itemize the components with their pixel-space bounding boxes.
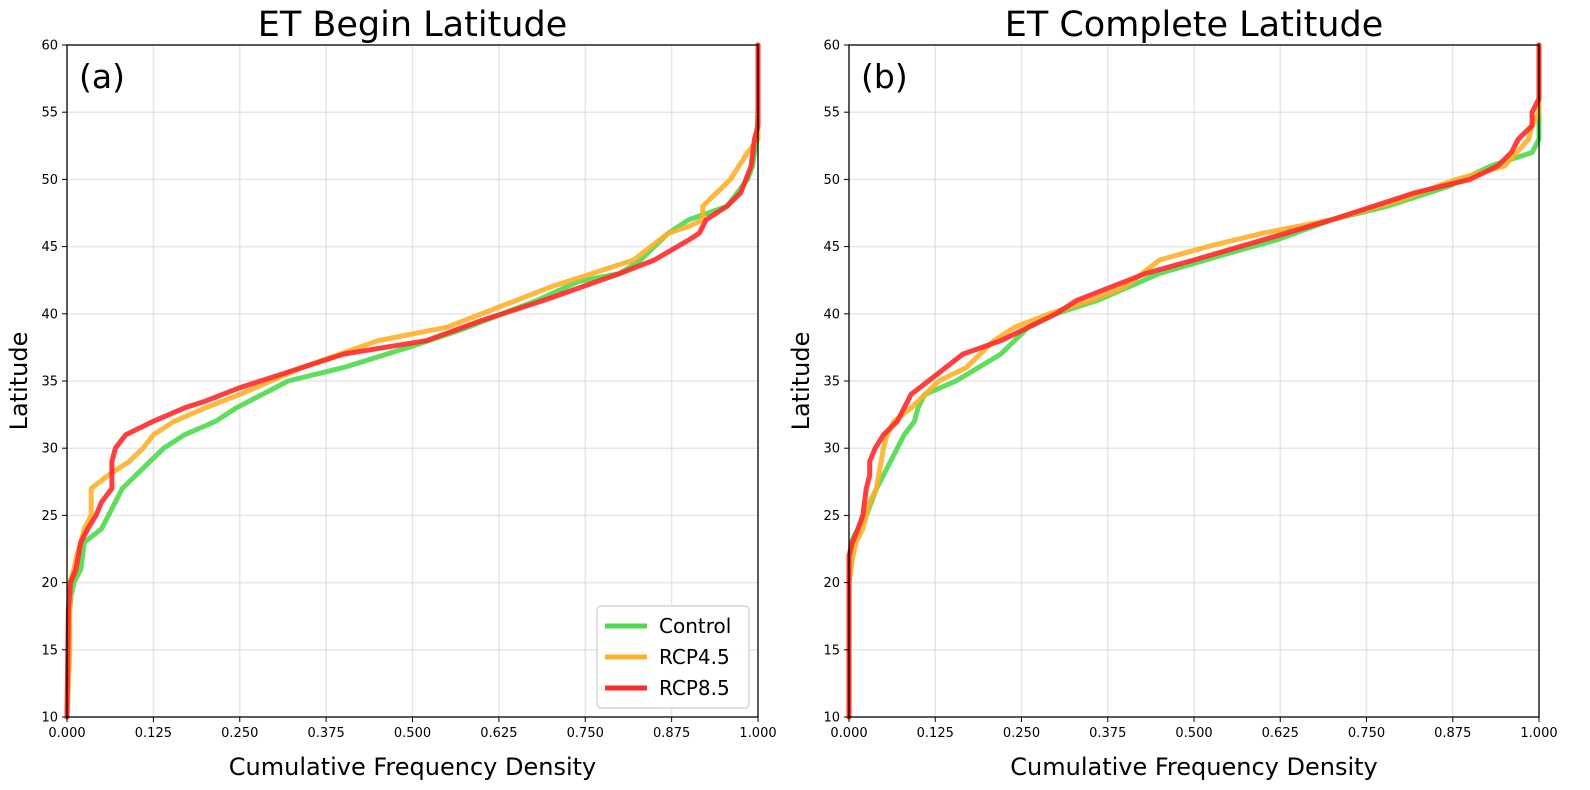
x-tick-label: 0.875 — [1434, 726, 1471, 741]
y-tick-label: 25 — [823, 509, 840, 524]
x-tick-label: 0.375 — [1089, 726, 1126, 741]
y-tick-label: 30 — [41, 442, 58, 457]
x-tick-label: 0.125 — [135, 726, 172, 741]
gridlines — [67, 45, 758, 717]
x-tick-label: 1.000 — [1520, 726, 1557, 741]
y-tick-label: 20 — [823, 576, 840, 591]
x-axis-label: Cumulative Frequency Density — [1010, 753, 1377, 781]
legend-box — [596, 605, 750, 709]
x-tick-label: 0.125 — [917, 726, 954, 741]
y-axis-label: Latitude — [5, 332, 33, 431]
gridlines — [849, 45, 1539, 717]
y-tick-label: 35 — [823, 375, 840, 390]
y-tick-label: 55 — [41, 106, 58, 121]
y-tick-label: 50 — [823, 173, 840, 188]
x-tick-label: 0.250 — [221, 726, 258, 741]
x-tick-label: 0.750 — [567, 726, 604, 741]
chart-title: ET Complete Latitude — [1005, 5, 1383, 45]
legend: Control RCP4.5 RCP8.5 — [596, 605, 750, 709]
chart-panel-a: 0.000 0.125 0.250 0.375 0.500 0.625 0.750 0.875… — [5, 5, 777, 781]
y-tick-label: 45 — [823, 240, 840, 255]
y-tick-label: 55 — [823, 106, 840, 121]
x-tick-label: 0.625 — [480, 726, 517, 741]
y-tick-label: 40 — [41, 307, 58, 322]
y-tick-label: 10 — [41, 711, 58, 726]
x-tick-label: 0.875 — [653, 726, 690, 741]
legend-label-rcp4-5: RCP4.5 — [659, 645, 730, 669]
x-tick-label: 0.000 — [48, 726, 85, 741]
x-tick-label: 0.250 — [1003, 726, 1040, 741]
x-axis-label: Cumulative Frequency Density — [229, 753, 596, 781]
y-tick-label: 15 — [41, 643, 58, 658]
y-axis-label: Latitude — [787, 332, 815, 431]
x-tick-label: 1.000 — [739, 726, 776, 741]
x-tick-label: 0.500 — [1175, 726, 1212, 741]
legend-label-rcp8-5: RCP8.5 — [659, 676, 730, 700]
tick-labels: 0.000 0.125 0.250 0.375 0.500 0.625 0.750 0.875… — [823, 39, 1557, 742]
series-lines — [846, 42, 1542, 720]
y-tick-label: 30 — [823, 442, 840, 457]
y-tick-label: 10 — [823, 711, 840, 726]
chart-title: ET Begin Latitude — [258, 5, 567, 45]
y-tick-label: 60 — [41, 39, 58, 54]
series-line-rcp4-5 — [846, 42, 1542, 720]
tick-labels: 0.000 0.125 0.250 0.375 0.500 0.625 0.750 0.875… — [41, 39, 776, 742]
y-tick-label: 60 — [823, 39, 840, 54]
y-tick-label: 45 — [41, 240, 58, 255]
x-tick-label: 0.625 — [1262, 726, 1299, 741]
legend-label-control: Control — [659, 614, 731, 638]
y-tick-label: 20 — [41, 576, 58, 591]
y-tick-label: 25 — [41, 509, 58, 524]
x-tick-label: 0.375 — [308, 726, 345, 741]
panel-label: (a) — [79, 57, 125, 96]
chart-panel-b: 0.000 0.125 0.250 0.375 0.500 0.625 0.750 0.875… — [787, 5, 1558, 781]
y-tick-label: 50 — [41, 173, 58, 188]
series-lines — [64, 42, 761, 720]
y-tick-label: 15 — [823, 643, 840, 658]
series-line-rcp8-5 — [846, 42, 1542, 720]
panel-label: (b) — [861, 57, 908, 96]
x-tick-label: 0.500 — [394, 726, 431, 741]
y-tick-label: 40 — [823, 307, 840, 322]
x-tick-label: 0.750 — [1348, 726, 1385, 741]
series-line-rcp8-5 — [64, 42, 761, 720]
y-tick-label: 35 — [41, 375, 58, 390]
x-tick-label: 0.000 — [830, 726, 867, 741]
